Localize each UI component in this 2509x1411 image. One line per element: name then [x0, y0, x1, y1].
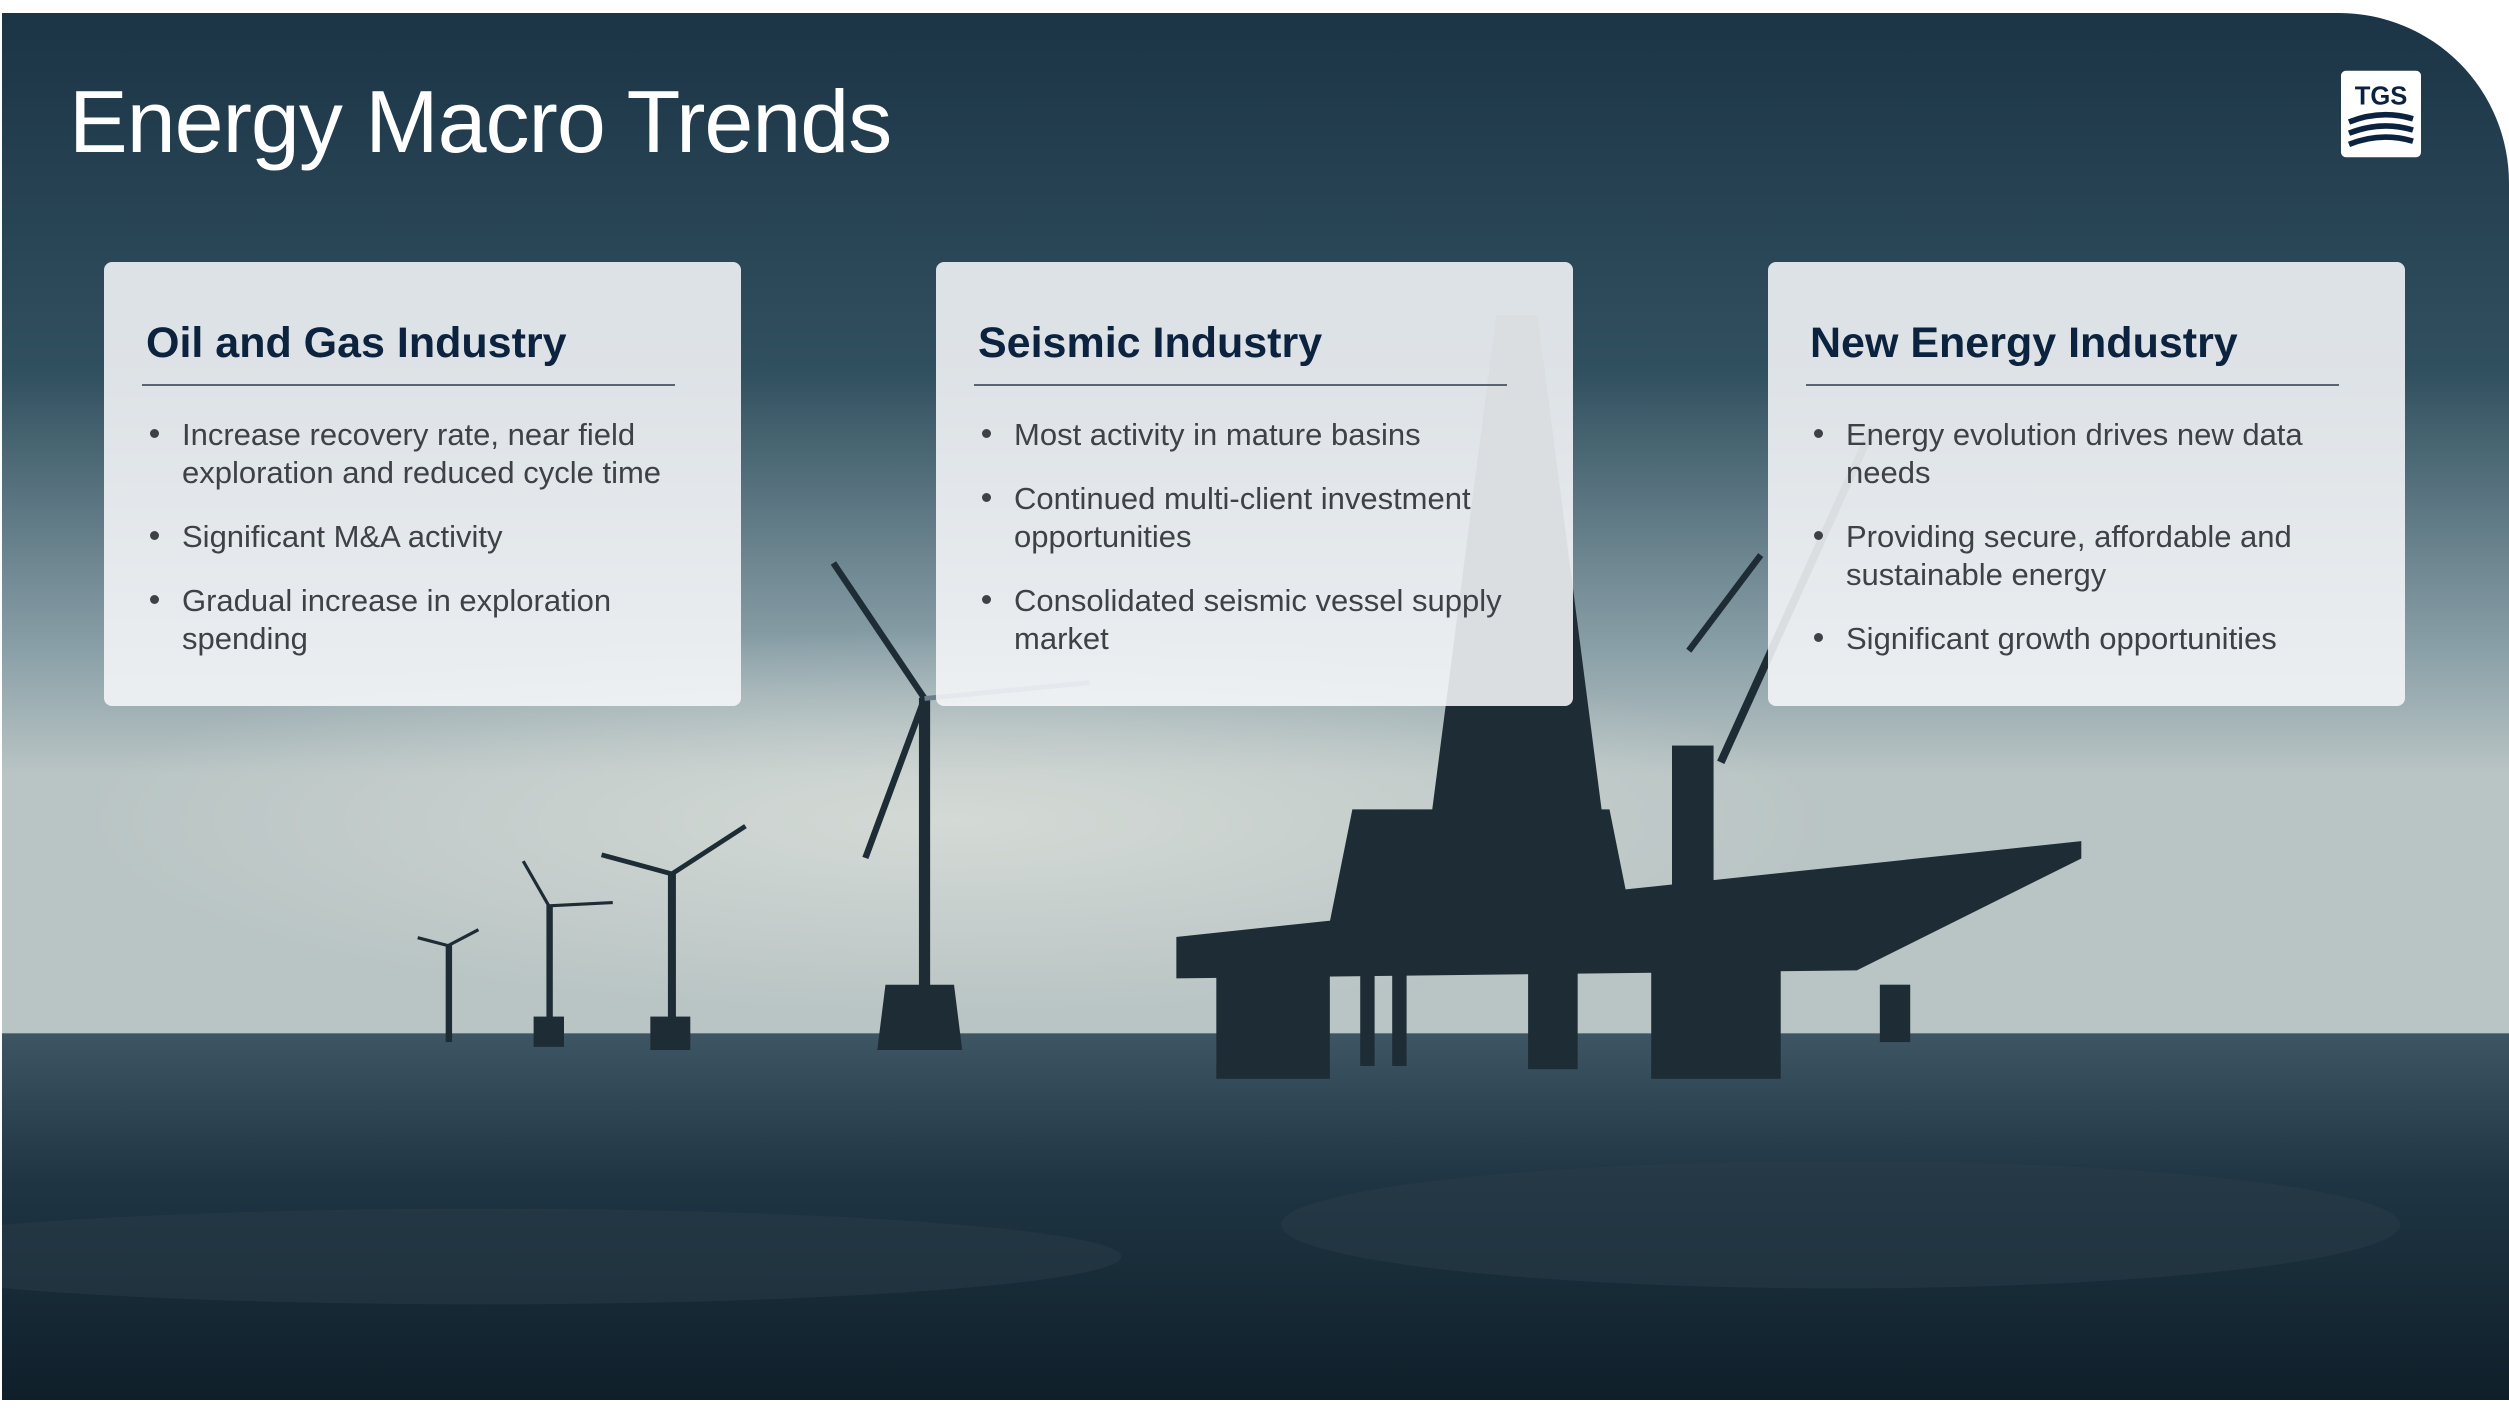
page: Energy Macro Trends TGS Oil and Gas Indu… — [0, 0, 2509, 1411]
bullet-item: Providing secure, affordable and sustain… — [1846, 518, 2369, 594]
bullet-item: Increase recovery rate, near field explo… — [182, 416, 705, 492]
divider — [1806, 384, 2339, 386]
card-heading: Oil and Gas Industry — [146, 262, 705, 384]
bullet-list: Most activity in mature basins Continued … — [978, 416, 1537, 658]
card: Oil and Gas Industry Increase recovery ra… — [104, 262, 741, 706]
bullet-list: Energy evolution drives new data needs Pr… — [1810, 416, 2369, 658]
divider — [142, 384, 675, 386]
slide: Energy Macro Trends TGS Oil and Gas Indu… — [2, 13, 2509, 1400]
logo: TGS — [2341, 70, 2421, 158]
logo-text: TGS — [2355, 82, 2408, 110]
card-heading: New Energy Industry — [1810, 262, 2369, 384]
background-photo — [2, 13, 2509, 1400]
bullet-item: Energy evolution drives new data needs — [1846, 416, 2369, 492]
bullet-item: Consolidated seismic vessel supply marke… — [1014, 582, 1537, 658]
slide-title: Energy Macro Trends — [69, 71, 891, 173]
card: New Energy Industry Energy evolution driv… — [1768, 262, 2405, 706]
bullet-item: Significant growth opportunities — [1846, 620, 2369, 658]
divider — [974, 384, 1507, 386]
bullet-item: Most activity in mature basins — [1014, 416, 1537, 454]
bullet-item: Gradual increase in exploration spending — [182, 582, 705, 658]
bullet-item: Significant M&A activity — [182, 518, 705, 556]
card-heading: Seismic Industry — [978, 262, 1537, 384]
bullet-item: Continued multi-client investment opport… — [1014, 480, 1537, 556]
card: Seismic Industry Most activity in mature … — [936, 262, 1573, 706]
bullet-list: Increase recovery rate, near field explo… — [146, 416, 705, 658]
